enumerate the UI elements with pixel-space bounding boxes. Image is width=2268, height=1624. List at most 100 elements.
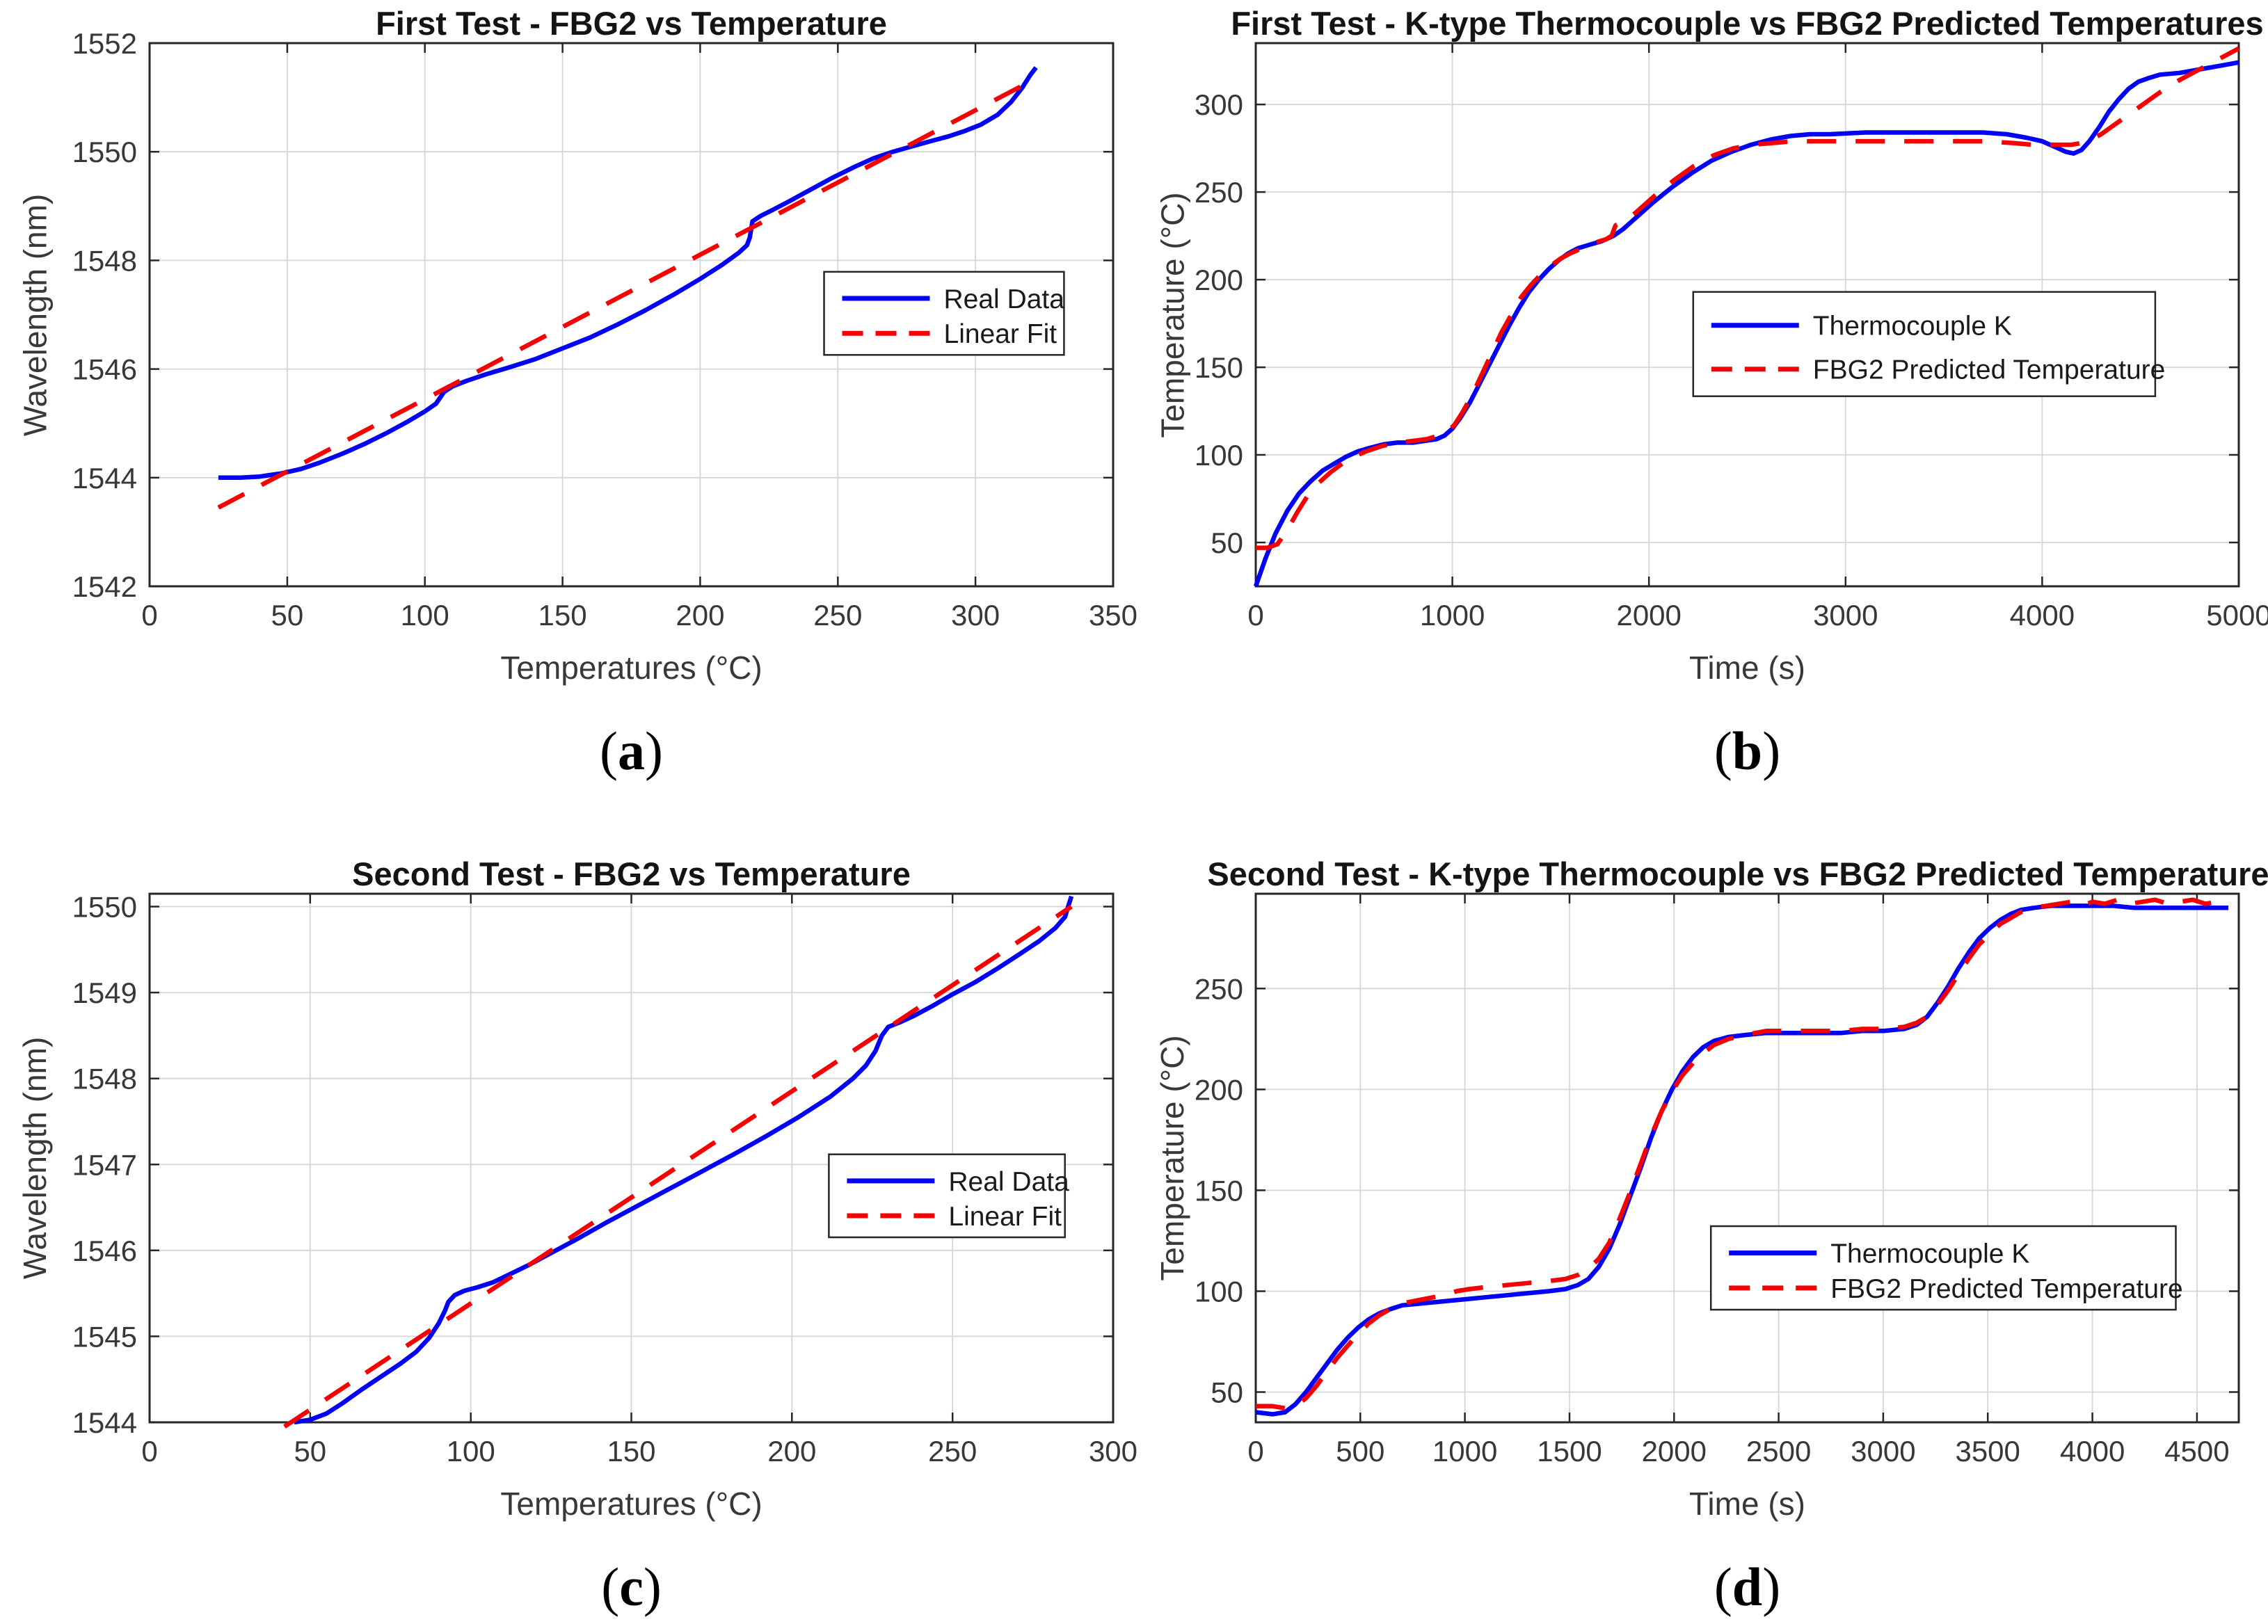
y-tick-label: 1552	[72, 27, 137, 60]
y-axis-label: Wavelength (nm)	[17, 193, 53, 436]
caption-paren: (	[1714, 1557, 1732, 1617]
x-tick-label: 200	[676, 599, 724, 632]
x-tick-label: 100	[401, 599, 449, 632]
panel-first-test-fbg2-vs-temperature: First Test - FBG2 vs Temperature Wavelen…	[0, 0, 1137, 812]
y-tick-label: 300	[1195, 88, 1243, 121]
x-tick-label: 300	[951, 599, 1000, 632]
plot-area: 0 500 1000 1500 2000 2500 3000 3500 4000 4500 50 10…	[1195, 892, 2240, 1468]
x-tick-label: 50	[271, 599, 304, 632]
y-axis-label: Wavelength (nm)	[17, 1036, 53, 1280]
panel-first-test-thermocouple-vs-fbg2: First Test - K-type Thermocouple vs FBG2…	[1134, 0, 2268, 812]
x-tick-label: 0	[1247, 1435, 1263, 1468]
y-tick-label: 1547	[72, 1148, 137, 1181]
x-tick-label: 3000	[1851, 1435, 1915, 1468]
x-tick-label: 0	[1247, 599, 1263, 632]
x-tick-label: 150	[538, 599, 587, 632]
series-line	[294, 895, 1074, 1425]
figure-caption: (a)	[600, 720, 663, 782]
series-line	[1253, 60, 2239, 588]
y-tick-label: 50	[1211, 1376, 1243, 1409]
figure-caption: (b)	[1714, 720, 1780, 782]
axes-box	[1254, 42, 2240, 588]
axes-box	[148, 42, 1115, 588]
y-tick-label: 200	[1195, 1073, 1243, 1106]
caption-paren: )	[1762, 721, 1781, 781]
x-tick-label: 0	[141, 599, 157, 632]
caption-letter: c	[619, 1557, 644, 1617]
x-axis-label: Time (s)	[1689, 650, 1805, 686]
y-tick-label: 1548	[72, 244, 137, 277]
legend-box	[1709, 1225, 2177, 1311]
x-axis-label: Time (s)	[1689, 1486, 1805, 1522]
y-tick-label: 1550	[72, 136, 137, 168]
x-tick-label: 250	[928, 1435, 977, 1468]
panel-second-test-fbg2-vs-temperature: Second Test - FBG2 vs Temperature Wavele…	[0, 812, 1137, 1624]
legend-entry-label: Linear Fit	[944, 319, 1057, 349]
y-tick-label: 1544	[72, 1406, 137, 1439]
x-tick-label: 200	[767, 1435, 816, 1468]
y-tick-label: 250	[1195, 972, 1243, 1005]
plot-area: 0 50 100 150 200 250 300 350 1542 1544 1546 1548 155…	[72, 27, 1137, 632]
panel-second-test-thermocouple-vs-fbg2: Second Test - K-type Thermocouple vs FBG…	[1134, 812, 2268, 1624]
x-tick-label: 3500	[1955, 1435, 2020, 1468]
series-line	[1256, 46, 2240, 550]
series-line	[217, 76, 1037, 510]
y-tick-label: 1544	[72, 462, 137, 495]
caption-paren: )	[643, 1557, 662, 1617]
caption-paren: (	[600, 721, 618, 781]
legend-entry-label: FBG2 Predicted Temperature	[1830, 1274, 2183, 1304]
series-line	[283, 904, 1073, 1429]
x-axis-label: Temperatures (°C)	[500, 650, 762, 686]
y-tick-label: 1548	[72, 1063, 137, 1095]
caption-paren: )	[645, 721, 663, 781]
caption-letter: d	[1732, 1557, 1763, 1617]
chart-title: Second Test - K-type Thermocouple vs FBG…	[1207, 855, 2268, 892]
legend-entry-label: Thermocouple K	[1813, 312, 2012, 341]
chart-title: Second Test - FBG2 vs Temperature	[352, 855, 911, 892]
legend-box	[1692, 291, 2157, 397]
legend-entry-label: Real Data	[944, 284, 1065, 314]
y-tick-label: 100	[1195, 439, 1243, 472]
y-tick-label: 1549	[72, 976, 137, 1009]
legend-box	[823, 271, 1065, 356]
legend-entry-label: Linear Fit	[948, 1202, 1062, 1232]
caption-paren: )	[1762, 1557, 1781, 1617]
y-tick-label: 1550	[72, 891, 137, 924]
x-tick-label: 350	[1089, 599, 1137, 632]
caption-paren: (	[1714, 721, 1732, 781]
chart-title: First Test - FBG2 vs Temperature	[376, 5, 887, 42]
x-tick-label: 0	[141, 1435, 157, 1468]
x-tick-label: 150	[607, 1435, 655, 1468]
x-tick-label: 2000	[1616, 599, 1681, 632]
x-tick-label: 1500	[1537, 1435, 1602, 1468]
caption-letter: a	[618, 721, 645, 781]
x-tick-label: 4000	[2060, 1435, 2125, 1468]
caption-letter: b	[1732, 721, 1763, 781]
x-tick-label: 250	[813, 599, 862, 632]
figure-caption: (d)	[1714, 1556, 1780, 1618]
figure-caption: (c)	[601, 1556, 662, 1618]
series-line	[218, 66, 1038, 481]
plot-area: 0 1000 2000 3000 4000 5000 50 100 150 200 250 300 Th…	[1195, 42, 2268, 632]
legend-box	[828, 1153, 1066, 1239]
x-tick-label: 2500	[1746, 1435, 1811, 1468]
y-tick-label: 1546	[72, 1235, 137, 1267]
x-tick-label: 2000	[1642, 1435, 1707, 1468]
x-tick-label: 1000	[1420, 599, 1485, 632]
legend-entry-label: FBG2 Predicted Temperature	[1813, 355, 2166, 385]
legend-entry-label: Thermocouple K	[1830, 1239, 2029, 1269]
x-tick-label: 5000	[2206, 599, 2268, 632]
y-tick-label: 1545	[72, 1320, 137, 1353]
plot-area: 0 50 100 150 200 250 300 1544 1545 1546 1547 1548 15…	[72, 891, 1137, 1468]
y-tick-label: 50	[1211, 526, 1243, 559]
series-line	[1256, 897, 2228, 1410]
y-tick-label: 250	[1195, 176, 1243, 209]
y-tick-label: 1546	[72, 353, 137, 386]
chart-title: First Test - K-type Thermocouple vs FBG2…	[1231, 5, 2264, 42]
x-tick-label: 50	[294, 1435, 326, 1468]
y-tick-label: 100	[1195, 1276, 1243, 1308]
x-tick-label: 4500	[2164, 1435, 2229, 1468]
x-tick-label: 3000	[1813, 599, 1878, 632]
y-axis-label: Temperature (°C)	[1154, 1035, 1190, 1281]
